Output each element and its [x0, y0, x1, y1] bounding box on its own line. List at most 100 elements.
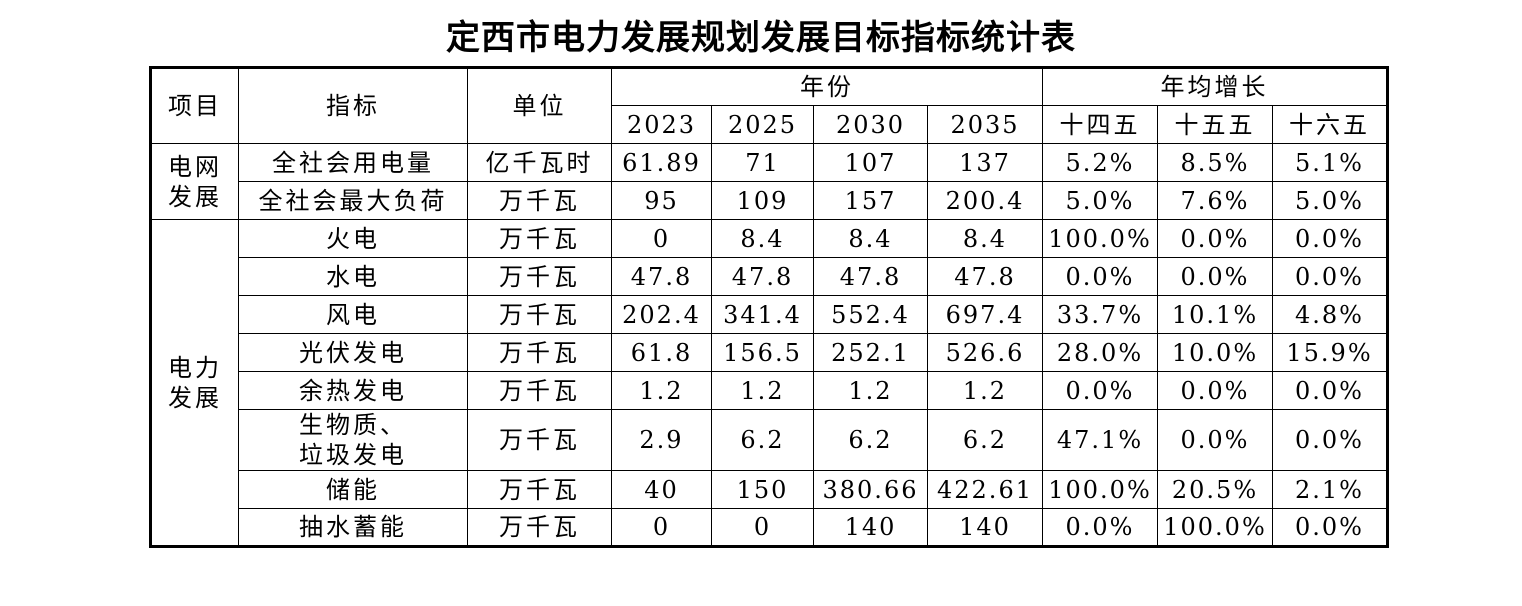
year-value-cell: 140	[927, 508, 1043, 547]
year-value-cell: 156.5	[711, 333, 814, 372]
table-row: 生物质、 垃圾发电 万千瓦 2.9 6.2 6.2 6.2 47.1% 0.0% 0.0%	[151, 409, 1389, 471]
year-value-cell: 47.8	[927, 257, 1043, 296]
header-project: 项目	[150, 67, 239, 144]
year-value-cell: 1.2	[711, 371, 814, 410]
growth-value-cell: 20.5%	[1157, 470, 1273, 509]
indicator-cell: 储能	[238, 470, 468, 509]
growth-value-cell: 0.0%	[1042, 257, 1158, 296]
year-value-cell: 47.8	[611, 257, 712, 296]
unit-cell: 万千瓦	[467, 295, 612, 334]
indicator-table: 项目 指标 单位 年份 年均增长 2023 2025 2030 2035 十四五…	[149, 66, 1390, 548]
header-plan: 十五五	[1157, 105, 1273, 144]
year-value-cell: 61.89	[611, 143, 712, 182]
table-row: 抽水蓄能 万千瓦 0 0 140 140 0.0% 100.0% 0.0%	[151, 508, 1389, 547]
header-year-group: 年份	[611, 67, 1043, 106]
year-value-cell: 61.8	[611, 333, 712, 372]
table-row: 全社会最大负荷 万千瓦 95 109 157 200.4 5.0% 7.6% 5.0%	[151, 181, 1389, 220]
year-value-cell: 252.1	[813, 333, 928, 372]
growth-value-cell: 10.1%	[1157, 295, 1273, 334]
header-growth-group: 年均增长	[1041, 67, 1389, 106]
indicator-cell: 全社会用电量	[238, 143, 468, 182]
year-value-cell: 422.61	[927, 470, 1043, 509]
indicator-cell: 光伏发电	[238, 333, 468, 372]
header-year: 2025	[711, 105, 814, 144]
year-value-cell: 1.2	[927, 371, 1043, 410]
year-value-cell: 341.4	[711, 295, 814, 334]
header-plan: 十六五	[1271, 105, 1389, 144]
growth-value-cell: 5.0%	[1042, 181, 1158, 220]
table-row: 电力 发展 火电 万千瓦 0 8.4 8.4 8.4 100.0% 0.0% 0.0%	[150, 219, 1389, 547]
growth-value-cell: 100.0%	[1157, 508, 1273, 547]
growth-value-cell: 4.8%	[1271, 295, 1389, 334]
unit-cell: 万千瓦	[467, 219, 612, 258]
year-value-cell: 40	[611, 470, 712, 509]
growth-value-cell: 33.7%	[1042, 295, 1158, 334]
unit-cell: 万千瓦	[467, 257, 612, 296]
header-year: 2023	[611, 105, 712, 144]
growth-value-cell: 0.0%	[1157, 371, 1273, 410]
growth-value-cell: 0.0%	[1271, 409, 1389, 471]
growth-value-cell: 5.1%	[1271, 143, 1389, 182]
table-row: 光伏发电 万千瓦 61.8 156.5 252.1 526.6 28.0% 10.0% 15.9…	[151, 333, 1389, 372]
unit-cell: 万千瓦	[467, 371, 612, 410]
growth-value-cell: 10.0%	[1157, 333, 1273, 372]
year-value-cell: 8.4	[813, 219, 928, 258]
table-title: 定西市电力发展规划发展目标指标统计表	[446, 18, 1076, 58]
indicator-cell: 水电	[238, 257, 468, 296]
year-value-cell: 140	[813, 508, 928, 547]
header-year: 2035	[927, 105, 1043, 144]
growth-value-cell: 2.1%	[1271, 470, 1389, 509]
unit-cell: 万千瓦	[467, 333, 612, 372]
year-value-cell: 552.4	[813, 295, 928, 334]
year-value-cell: 2.9	[611, 409, 712, 471]
group-grid-development: 电网 发展	[150, 143, 239, 220]
group-power-development: 电力 发展	[150, 219, 239, 547]
table-row: 风电 万千瓦 202.4 341.4 552.4 697.4 33.7% 10.1% 4.8%	[151, 295, 1389, 334]
year-value-cell: 6.2	[927, 409, 1043, 471]
growth-value-cell: 0.0%	[1157, 219, 1273, 258]
year-value-cell: 47.8	[711, 257, 814, 296]
year-value-cell: 8.4	[927, 219, 1043, 258]
year-value-cell: 697.4	[927, 295, 1043, 334]
growth-value-cell: 7.6%	[1157, 181, 1273, 220]
growth-value-cell: 28.0%	[1042, 333, 1158, 372]
unit-cell: 万千瓦	[467, 409, 612, 471]
table-row: 水电 万千瓦 47.8 47.8 47.8 47.8 0.0% 0.0% 0.0%	[151, 257, 1389, 296]
year-value-cell: 47.8	[813, 257, 928, 296]
year-value-cell: 107	[813, 143, 928, 182]
indicator-cell: 风电	[238, 295, 468, 334]
table-row: 储能 万千瓦 40 150 380.66 422.61 100.0% 20.5% 2.1%	[151, 470, 1389, 509]
growth-value-cell: 15.9%	[1271, 333, 1389, 372]
year-value-cell: 526.6	[927, 333, 1043, 372]
table-body: 电网 发展 全社会用电量 亿千瓦时 61.89 71 107 137 5.2% 8.5% 5.1%…	[150, 143, 1389, 547]
growth-value-cell: 0.0%	[1157, 257, 1273, 296]
year-value-cell: 0	[711, 508, 814, 547]
indicator-cell: 余热发电	[238, 371, 468, 410]
growth-value-cell: 5.2%	[1042, 143, 1158, 182]
year-value-cell: 1.2	[813, 371, 928, 410]
table-row: 余热发电 万千瓦 1.2 1.2 1.2 1.2 0.0% 0.0% 0.0%	[151, 371, 1389, 410]
year-value-cell: 202.4	[611, 295, 712, 334]
growth-value-cell: 0.0%	[1271, 508, 1389, 547]
unit-cell: 亿千瓦时	[467, 143, 612, 182]
year-value-cell: 380.66	[813, 470, 928, 509]
year-value-cell: 8.4	[711, 219, 814, 258]
indicator-cell: 抽水蓄能	[238, 508, 468, 547]
growth-value-cell: 47.1%	[1042, 409, 1158, 471]
year-value-cell: 150	[711, 470, 814, 509]
indicator-cell: 火电	[238, 219, 468, 258]
growth-value-cell: 0.0%	[1271, 257, 1389, 296]
year-value-cell: 0	[611, 219, 712, 258]
year-value-cell: 6.2	[813, 409, 928, 471]
growth-value-cell: 0.0%	[1157, 409, 1273, 471]
unit-cell: 万千瓦	[467, 181, 612, 220]
year-value-cell: 1.2	[611, 371, 712, 410]
year-value-cell: 6.2	[711, 409, 814, 471]
growth-value-cell: 100.0%	[1042, 219, 1158, 258]
indicator-cell: 全社会最大负荷	[238, 181, 468, 220]
unit-cell: 万千瓦	[467, 470, 612, 509]
growth-value-cell: 0.0%	[1042, 371, 1158, 410]
growth-value-cell: 0.0%	[1042, 508, 1158, 547]
year-value-cell: 0	[611, 508, 712, 547]
unit-cell: 万千瓦	[467, 508, 612, 547]
